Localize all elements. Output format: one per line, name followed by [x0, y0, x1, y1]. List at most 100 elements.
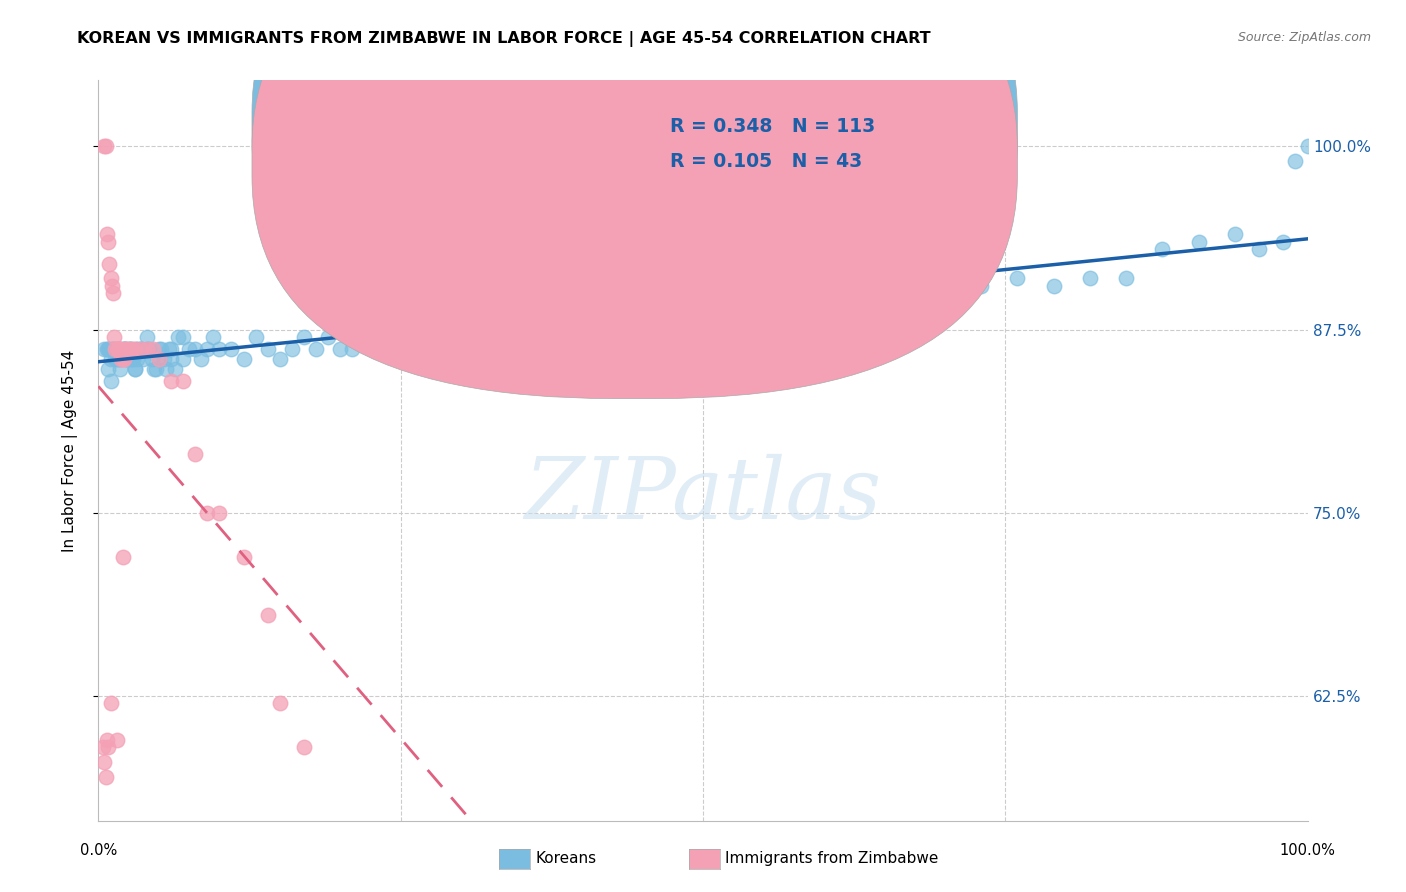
- Point: [124, 362, 146, 376]
- Point: [316, 330, 339, 344]
- Point: [668, 303, 690, 318]
- Point: [101, 342, 124, 356]
- Point: [208, 506, 231, 520]
- Point: [190, 351, 212, 366]
- Point: [111, 342, 134, 356]
- Point: [112, 342, 135, 356]
- Point: [232, 549, 254, 564]
- Point: [221, 342, 243, 356]
- Point: [101, 285, 124, 300]
- Text: 0.0%: 0.0%: [80, 843, 117, 858]
- Point: [97, 235, 120, 249]
- Point: [155, 362, 177, 376]
- Point: [114, 342, 136, 356]
- Point: [437, 322, 460, 336]
- Point: [100, 351, 122, 366]
- Point: [100, 374, 122, 388]
- Point: [547, 322, 569, 336]
- Point: [115, 351, 138, 366]
- Point: [329, 342, 352, 356]
- Point: [208, 342, 231, 356]
- Point: [148, 351, 170, 366]
- Point: [98, 342, 121, 356]
- Point: [108, 342, 131, 356]
- Point: [107, 342, 129, 356]
- Point: [825, 293, 848, 308]
- Point: [93, 139, 115, 153]
- Point: [523, 322, 546, 336]
- Point: [789, 293, 811, 308]
- Point: [184, 342, 207, 356]
- Point: [118, 342, 141, 356]
- Point: [114, 342, 136, 356]
- Point: [103, 342, 125, 356]
- Point: [118, 342, 141, 356]
- Point: [108, 362, 131, 376]
- Point: [135, 342, 157, 356]
- Point: [1296, 139, 1319, 153]
- Point: [150, 342, 173, 356]
- Point: [292, 740, 315, 755]
- Point: [934, 278, 956, 293]
- Point: [97, 362, 120, 376]
- Point: [172, 374, 194, 388]
- Point: [1115, 271, 1137, 285]
- Point: [644, 315, 666, 329]
- Point: [571, 315, 593, 329]
- Point: [101, 342, 124, 356]
- Point: [127, 351, 149, 366]
- Point: [96, 227, 118, 242]
- Point: [195, 342, 218, 356]
- Point: [256, 342, 278, 356]
- Point: [117, 351, 139, 366]
- FancyBboxPatch shape: [252, 0, 1018, 399]
- Point: [716, 303, 738, 318]
- Text: Immigrants from Zimbabwe: Immigrants from Zimbabwe: [725, 851, 939, 865]
- Point: [269, 351, 291, 366]
- Point: [111, 549, 134, 564]
- Text: KOREAN VS IMMIGRANTS FROM ZIMBABWE IN LABOR FORCE | AGE 45-54 CORRELATION CHART: KOREAN VS IMMIGRANTS FROM ZIMBABWE IN LA…: [77, 31, 931, 47]
- Point: [105, 342, 128, 356]
- Point: [202, 330, 225, 344]
- Point: [426, 330, 449, 344]
- Point: [389, 342, 412, 356]
- Point: [897, 285, 920, 300]
- Point: [860, 293, 883, 308]
- Point: [138, 342, 160, 356]
- Point: [157, 342, 180, 356]
- Point: [121, 351, 143, 366]
- Point: [752, 303, 775, 318]
- Point: [125, 342, 148, 356]
- Point: [1223, 227, 1246, 242]
- Point: [129, 342, 152, 356]
- Point: [127, 342, 149, 356]
- Point: [97, 740, 120, 755]
- Point: [179, 342, 201, 356]
- Point: [245, 330, 267, 344]
- Point: [366, 330, 388, 344]
- Point: [619, 315, 641, 329]
- Y-axis label: In Labor Force | Age 45-54: In Labor Force | Age 45-54: [62, 350, 77, 551]
- Point: [1042, 278, 1064, 293]
- Point: [100, 271, 122, 285]
- Point: [94, 139, 117, 153]
- Point: [104, 342, 127, 356]
- FancyBboxPatch shape: [252, 0, 1018, 364]
- Point: [1188, 235, 1211, 249]
- Point: [121, 342, 143, 356]
- Point: [595, 315, 617, 329]
- Point: [145, 362, 167, 376]
- FancyBboxPatch shape: [595, 99, 963, 191]
- Point: [141, 351, 163, 366]
- Point: [132, 351, 155, 366]
- Point: [110, 351, 132, 366]
- Point: [269, 697, 291, 711]
- Point: [377, 330, 399, 344]
- Point: [97, 342, 120, 356]
- Point: [94, 770, 117, 784]
- Point: [281, 342, 304, 356]
- Point: [118, 342, 141, 356]
- Point: [1078, 271, 1101, 285]
- Text: R = 0.348   N = 113: R = 0.348 N = 113: [671, 118, 876, 136]
- Point: [148, 351, 170, 366]
